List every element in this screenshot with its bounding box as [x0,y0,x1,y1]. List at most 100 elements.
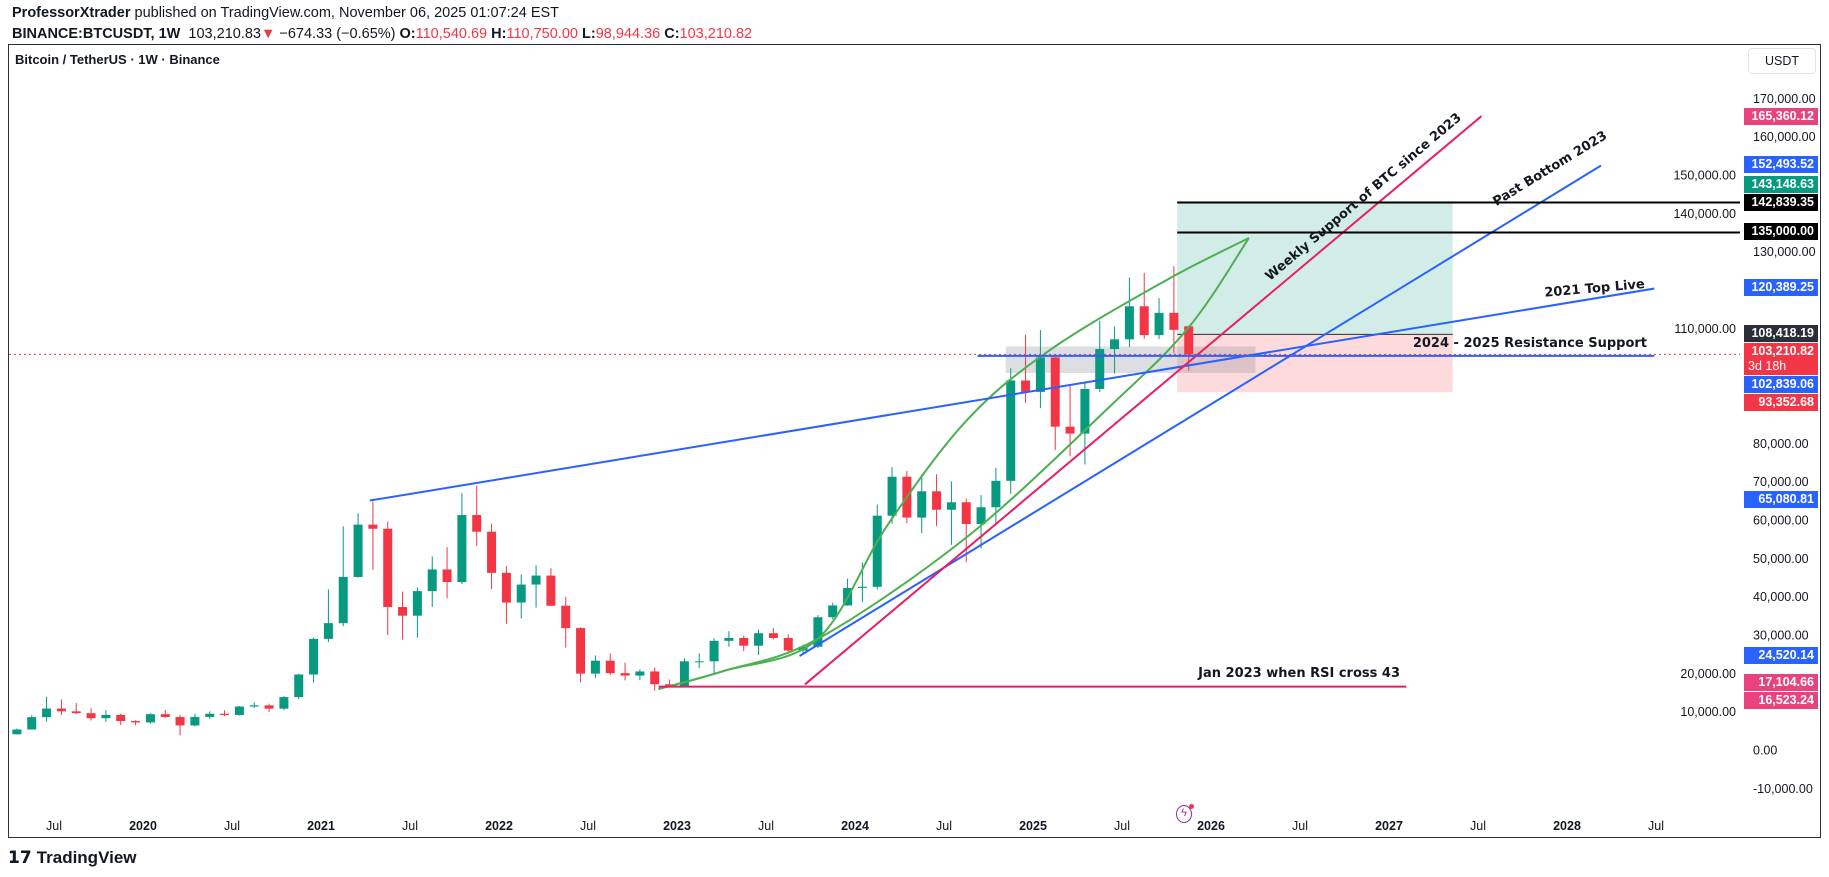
candle-body [1035,357,1045,392]
candle-body [813,617,823,647]
candle-body [1095,349,1105,389]
candle-body [56,708,66,712]
candle-body [1080,388,1090,434]
candle-body [516,584,526,603]
candle-body [1154,312,1164,336]
price-badge: 135,000.00 [1744,223,1818,240]
candle-body [917,491,927,518]
y-tick-label: 40,000.00 [1753,590,1809,604]
candle-body [531,575,541,585]
candle-body [709,640,719,662]
candle-body [724,637,734,641]
candle-body [739,637,749,646]
close-value: 103,210.82 [679,26,753,42]
publisher-name[interactable]: ProfessorXtrader [12,5,131,21]
candle-body [1050,357,1060,427]
x-tick-label: Jul [1114,819,1130,833]
x-tick-label: 2025 [1019,819,1047,833]
green-arc-outer[interactable] [658,237,1250,691]
candle-body [116,714,126,722]
candle-body [101,714,111,719]
price-badge: 143,148.63 [1744,176,1818,193]
candle-body [205,713,215,717]
tradingview-logo[interactable]: 𝟭𝟳 TradingView [8,848,137,868]
price-badge-value: 65,080.81 [1758,492,1814,506]
price-badge: 152,493.52 [1744,156,1818,173]
candle-body [932,491,942,510]
price-badge-value: 143,148.63 [1751,177,1814,191]
candle-body [976,507,986,524]
candle-body [1139,306,1149,336]
price-badge: 108,418.19 [1744,325,1818,342]
candle-body [383,528,393,608]
y-tick-label: 10,000.00 [1680,705,1736,719]
published-text: published on TradingView.com, November 0… [134,5,560,21]
price-badge-value: 24,520.14 [1758,648,1814,662]
y-tick-label: 110,000.00 [1674,322,1736,336]
y-tick-label: 130,000.00 [1753,245,1816,259]
candle-body [338,576,348,624]
candle-body [472,515,482,532]
chart-title: Bitcoin / TetherUS · 1W · Binance [15,52,220,67]
price-badge-value: 102,839.06 [1751,377,1814,391]
top-2021-trend-line[interactable] [369,287,1655,502]
price-badge-value: 103,210.82 [1751,344,1814,358]
y-tick-label: 50,000.00 [1753,552,1809,566]
candle-body [145,714,155,723]
currency-button[interactable]: USDT [1748,48,1816,74]
candle-body [368,524,378,529]
candle-body [1021,380,1031,392]
y-tick-label: 170,000.00 [1753,92,1816,106]
low-label: L: [582,26,596,42]
candle-body [1006,380,1016,481]
price-badge: 102,839.06 [1744,376,1818,393]
green-arc-inner[interactable] [658,237,1250,691]
candle-body [71,711,81,714]
weekly-support-trend-line[interactable] [804,115,1483,686]
symbol-info: BINANCE:BTCUSDT, 1W 103,210.83▼ −674.33 … [12,26,752,42]
candle-body [160,714,170,718]
candle-body [323,623,333,639]
price-badge-value: 16,523.24 [1758,693,1814,707]
past-bottom-trend-line[interactable] [799,164,1602,657]
x-tick-label: 2024 [841,819,869,833]
price-badge-value: 120,389.25 [1751,280,1814,294]
y-tick-label: 70,000.00 [1753,475,1809,489]
x-tick-label: Jul [46,819,62,833]
x-tick-label: Jul [402,819,418,833]
candle-body [561,605,571,629]
price-badge-value: 152,493.52 [1751,157,1814,171]
candle-body [175,717,185,726]
candle-body [590,660,600,674]
long-position-target-box[interactable] [1177,201,1453,335]
candle-body [872,515,882,587]
price-badge: 165,360.12 [1744,108,1818,125]
chart-pane[interactable] [8,44,1821,838]
candle-body [1169,312,1179,330]
x-tick-label: Jul [224,819,240,833]
y-tick-label: 150,000.00 [1673,169,1736,183]
candle-body [457,515,467,583]
candle-body [501,572,511,603]
y-tick-label: 60,000.00 [1753,514,1809,528]
candle-body [991,480,1001,508]
candle-body [427,569,437,592]
candle-body [605,660,615,674]
candle-body [1110,339,1120,350]
price-badge-value: 142,839.35 [1751,195,1814,209]
rsi-line-label[interactable]: Jan 2023 when RSI cross 43 [1197,666,1400,681]
high-value: 110,750.00 [506,26,578,42]
high-label: H: [491,26,507,42]
candle-body [887,476,897,516]
lightning-icon[interactable]: ϟ [1176,804,1194,823]
x-tick-label: 2021 [307,819,335,833]
candle-body [546,575,556,606]
candle-body [635,671,645,676]
last-price: 103,210.83 [188,26,261,42]
candle-body [27,717,37,730]
y-tick-label: 20,000.00 [1680,667,1736,681]
candle-body [487,531,497,573]
candle-body [309,638,319,675]
x-tick-label: Jul [758,819,774,833]
